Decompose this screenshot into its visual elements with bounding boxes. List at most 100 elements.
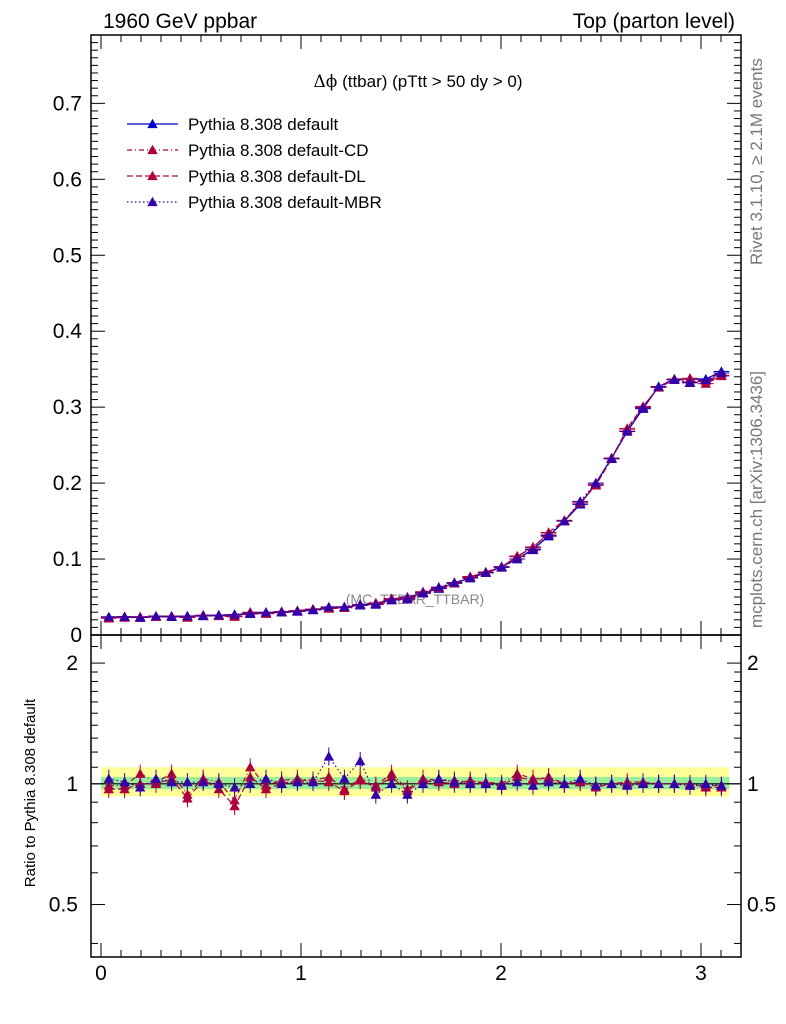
- ratio-y-tick-label-right: 0.5: [747, 894, 776, 917]
- main-data-point: [590, 477, 601, 488]
- ratio-data-point: [465, 778, 476, 788]
- ratio-band-green: [101, 776, 730, 790]
- ratio-data-point: [575, 773, 586, 783]
- ratio-data-point: [355, 755, 366, 766]
- ratio-data-point: [182, 793, 193, 803]
- main-data-point: [339, 601, 350, 612]
- main-series-line: [108, 372, 722, 619]
- ratio-plot-frame: [90, 634, 742, 958]
- ratio-data-point: [417, 778, 429, 788]
- ratio-data-point: [527, 780, 539, 790]
- main-series-1: [100, 370, 730, 622]
- ratio-data-point: [260, 773, 272, 783]
- main-y-tick-label: 0.1: [53, 548, 82, 571]
- ratio-series: [103, 747, 727, 816]
- ratio-data-point: [323, 751, 334, 761]
- legend-label: Pythia 8.308 default-CD: [188, 141, 369, 160]
- main-data-point: [182, 610, 193, 621]
- main-data-point: [684, 377, 696, 388]
- main-data-point: [323, 601, 334, 612]
- main-data-point: [465, 572, 476, 583]
- ratio-series-2: [103, 747, 727, 804]
- main-data-point: [449, 577, 460, 587]
- source-label: mcplots.cern.ch [arXiv:1306.3436]: [747, 370, 766, 628]
- ratio-y-tick-label-left: 2: [66, 652, 78, 675]
- ratio-data-point: [386, 778, 397, 788]
- ratio-data-point: [245, 762, 256, 772]
- main-data-point: [402, 594, 413, 604]
- main-y-tick-label: 0.2: [53, 472, 82, 495]
- main-series-0: [100, 366, 730, 622]
- ratio-data-point: [684, 780, 696, 790]
- main-data-point: [213, 610, 224, 620]
- ratio-data-point: [229, 800, 240, 811]
- legend-marker: [147, 170, 158, 181]
- ratio-data-point: [323, 776, 334, 787]
- main-series-2: [100, 370, 730, 623]
- ratio-data-point: [119, 776, 130, 787]
- main-data-point: [543, 530, 554, 540]
- main-data-point: [716, 367, 727, 378]
- legend-marker: [147, 144, 158, 155]
- main-data-point: [355, 599, 366, 609]
- legend-item: Pythia 8.308 default-DL: [127, 167, 366, 186]
- main-y-tick-label: 0.7: [53, 92, 82, 115]
- axes-ticks: 0 1 2 3 0 0.1 0.2 0.3 0.4 0.5 0.6 0.7 0.5 0.5 1 1 2 2: [49, 35, 776, 985]
- legend-label: Pythia 8.308 default-MBR: [188, 193, 382, 212]
- ratio-data-point: [716, 780, 727, 790]
- main-data-point: [386, 594, 397, 605]
- main-data-point: [527, 544, 539, 555]
- main-series-line: [108, 374, 722, 619]
- main-data-point: [433, 581, 444, 592]
- main-data-point: [559, 515, 570, 526]
- main-data-point: [245, 608, 256, 618]
- ratio-data-point: [150, 773, 162, 783]
- legend-label: Pythia 8.308 default: [188, 115, 339, 134]
- ratio-y-tick-label-right: 1: [747, 773, 759, 796]
- main-series-3: [100, 367, 730, 622]
- main-data-point: [150, 610, 162, 621]
- ratio-data-point: [229, 782, 240, 792]
- main-data-point: [417, 588, 429, 598]
- ratio-data-point: [622, 780, 633, 790]
- plot-title-text: (ttbar) (pTtt > 50 dy > 0): [337, 72, 522, 91]
- ratio-data-point: [370, 789, 381, 799]
- ratio-y-tick-label-right: 2: [747, 652, 759, 675]
- main-data-point: [119, 611, 130, 621]
- main-y-tick-label: 0.4: [53, 320, 83, 343]
- main-data-point: [166, 611, 177, 621]
- main-y-tick-label: 0.6: [53, 168, 82, 191]
- ratio-data-point: [402, 789, 413, 799]
- legend-marker: [147, 118, 158, 129]
- main-data-point: [307, 604, 319, 615]
- main-data-point: [229, 609, 240, 619]
- legend-item: Pythia 8.308 default-CD: [127, 141, 369, 160]
- ratio-data-point: [276, 778, 287, 788]
- ratio-y-tick-label-left: 1: [66, 773, 78, 796]
- ratio-data-point: [260, 783, 272, 794]
- ratio-data-point: [355, 775, 366, 785]
- main-data-point: [606, 453, 617, 463]
- ratio-y-axis-label: Ratio to Pythia 8.308 default: [22, 698, 39, 887]
- legend-marker: [147, 196, 158, 207]
- ratio-data-point: [213, 778, 224, 788]
- legend-item: Pythia 8.308 default-MBR: [127, 193, 382, 212]
- main-data-point: [496, 562, 507, 572]
- main-series-line: [108, 370, 722, 619]
- ratio-data-point: [339, 773, 350, 783]
- ratio-data-point: [543, 776, 554, 787]
- ratio-data-point: [433, 773, 444, 783]
- plot-title-symbol: Δϕ: [313, 72, 337, 92]
- legend-item: Pythia 8.308 default: [127, 115, 339, 134]
- ratio-data-point: [496, 780, 507, 790]
- ratio-data-point: [637, 778, 649, 788]
- main-data-point: [700, 374, 711, 384]
- ratio-data-point: [339, 785, 350, 796]
- main-data-point: [260, 607, 272, 617]
- ratio-data-point: [245, 778, 256, 788]
- main-y-tick-label: 0.3: [53, 396, 82, 419]
- main-data-point: [512, 553, 523, 564]
- legend-label: Pythia 8.308 default-DL: [188, 167, 366, 186]
- main-data-point: [292, 606, 303, 616]
